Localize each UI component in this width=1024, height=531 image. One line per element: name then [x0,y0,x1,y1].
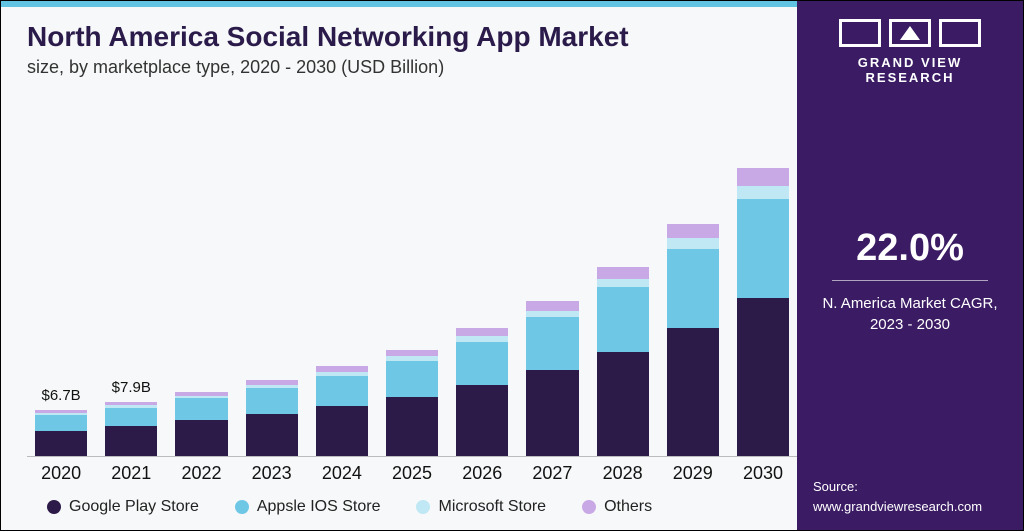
chart-container: North America Social Networking App Mark… [0,0,1024,531]
bar-column: $7.9B [105,379,157,456]
stacked-bar [526,301,578,456]
bar-segment [526,301,578,311]
bar-segment [246,414,298,456]
bar-segment [737,186,789,199]
x-tick: 2023 [246,463,298,484]
source-label: Source: [813,479,858,494]
bar-segment [456,342,508,386]
stacked-bar [456,328,508,456]
stacked-bar [597,267,649,456]
bar-column [526,301,578,456]
stacked-bar [667,224,719,456]
legend-label: Appsle IOS Store [257,498,381,516]
legend-swatch-icon [416,500,430,514]
chart-area: North America Social Networking App Mark… [1,1,797,530]
bar-value-label: $7.9B [112,379,151,396]
bar-segment [105,426,157,456]
bar-column: $6.7B [35,387,87,456]
bar-segment [597,279,649,288]
x-tick: 2020 [35,463,87,484]
bar-segment [35,431,87,456]
stacked-bar [386,350,438,456]
x-tick: 2026 [456,463,508,484]
brand-name: GRAND VIEW RESEARCH [813,55,1007,85]
bar-segment [246,388,298,414]
legend-item: Google Play Store [47,498,199,516]
bar-segment [597,352,649,456]
bar-column [246,380,298,456]
stacked-bar [175,392,227,456]
brand-logo-icon [813,19,1007,47]
brand-logo: GRAND VIEW RESEARCH [813,19,1007,85]
bar-segment [667,238,719,249]
bar-segment [737,168,789,186]
x-tick: 2021 [105,463,157,484]
source-url: www.grandviewresearch.com [813,499,982,514]
stacked-bar [105,402,157,456]
plot-area: $6.7B $7.9B [27,86,797,457]
x-axis: 2020 2021 2022 2023 2024 2025 2026 2027 2028 2029… [27,457,797,484]
legend-label: Google Play Store [69,498,199,516]
legend-label: Others [604,498,652,516]
bar-segment [175,420,227,456]
stacked-bar [35,410,87,456]
bar-column [456,328,508,456]
bar-segment [667,249,719,329]
x-tick: 2028 [597,463,649,484]
cagr-block: 22.0% N. America Market CAGR, 2023 - 203… [813,85,1007,477]
bar-segment [737,199,789,298]
bar-segment [597,287,649,352]
bar-segment [35,415,87,431]
x-tick: 2030 [737,463,789,484]
cagr-value: 22.0% [856,227,964,270]
bar-segment [105,408,157,426]
bar-segment [526,311,578,318]
bar-segment [386,361,438,397]
bar-segment [667,224,719,238]
stacked-bar [316,366,368,456]
bar-segment [386,397,438,456]
bar-segment [175,398,227,420]
legend: Google Play Store Appsle IOS Store Microso… [27,484,797,516]
legend-label: Microsoft Store [438,498,546,516]
x-tick: 2024 [316,463,368,484]
bar-segment [737,298,789,456]
bar-segment [316,406,368,456]
x-tick: 2027 [526,463,578,484]
bar-column [597,267,649,456]
bar-segment [316,376,368,407]
x-tick: 2029 [667,463,719,484]
bar-segment [526,370,578,456]
x-tick: 2025 [386,463,438,484]
chart-subtitle: size, by marketplace type, 2020 - 2030 (… [27,57,797,78]
legend-item: Others [582,498,652,516]
bar-value-label: $6.7B [41,387,80,404]
bar-column [386,350,438,456]
stacked-bar [246,380,298,456]
legend-swatch-icon [235,500,249,514]
bar-segment [667,328,719,456]
legend-swatch-icon [582,500,596,514]
bar-column [737,168,789,456]
bar-column [175,392,227,456]
bar-column [667,224,719,456]
side-panel: GRAND VIEW RESEARCH 22.0% N. America Mar… [797,1,1023,530]
bar-segment [456,328,508,336]
x-tick: 2022 [175,463,227,484]
source: Source: www.grandviewresearch.com [813,477,982,516]
legend-item: Appsle IOS Store [235,498,381,516]
bar-segment [526,317,578,370]
bar-segment [456,385,508,456]
bar-column [316,366,368,456]
bar-segment [597,267,649,279]
legend-item: Microsoft Store [416,498,546,516]
cagr-label: N. America Market CAGR, 2023 - 2030 [822,293,997,335]
legend-swatch-icon [47,500,61,514]
chart-title: North America Social Networking App Mark… [27,21,797,53]
stacked-bar [737,168,789,456]
cagr-divider [832,280,987,281]
